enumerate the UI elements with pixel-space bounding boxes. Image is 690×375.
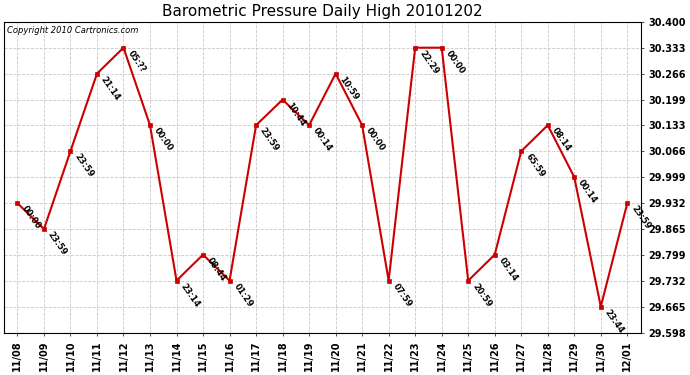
Text: 03:14: 03:14 [497, 256, 520, 283]
Text: 01:29: 01:29 [232, 282, 255, 309]
Text: Copyright 2010 Cartronics.com: Copyright 2010 Cartronics.com [8, 26, 139, 35]
Text: 00:00: 00:00 [444, 49, 466, 76]
Text: 23:59: 23:59 [258, 126, 281, 153]
Text: 20:59: 20:59 [471, 282, 493, 309]
Text: 10:59: 10:59 [337, 75, 360, 102]
Text: 23:44: 23:44 [603, 308, 626, 335]
Text: 07:59: 07:59 [391, 282, 413, 309]
Text: 23:14: 23:14 [179, 282, 201, 309]
Text: 00:14: 00:14 [311, 126, 334, 153]
Text: 00:00: 00:00 [364, 126, 387, 153]
Text: 00:00: 00:00 [152, 126, 175, 153]
Text: 08:14: 08:14 [550, 126, 573, 153]
Text: 08:44: 08:44 [205, 256, 228, 283]
Text: 21:14: 21:14 [99, 75, 122, 102]
Text: 22:29: 22:29 [417, 49, 440, 76]
Text: 23:59: 23:59 [72, 152, 95, 179]
Text: 65:59: 65:59 [524, 152, 546, 179]
Title: Barometric Pressure Daily High 20101202: Barometric Pressure Daily High 20101202 [162, 4, 483, 19]
Text: 05:??: 05:?? [126, 49, 147, 74]
Text: 23:59: 23:59 [629, 204, 652, 231]
Text: 23:59: 23:59 [46, 230, 69, 257]
Text: 10:44: 10:44 [285, 101, 308, 128]
Text: 00:00: 00:00 [19, 204, 42, 231]
Text: 00:14: 00:14 [576, 178, 599, 205]
